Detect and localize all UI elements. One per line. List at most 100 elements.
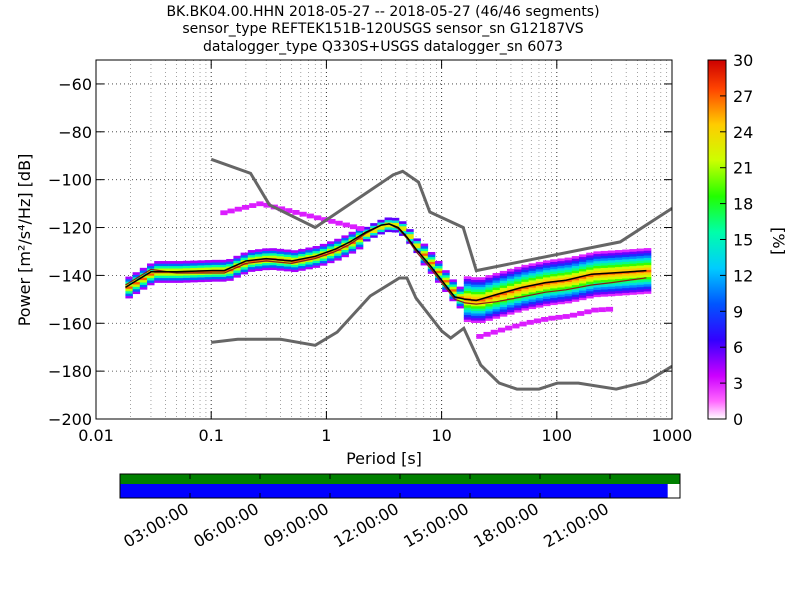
psd-cell	[463, 290, 472, 294]
psd-cell	[485, 311, 493, 314]
psd-cell	[204, 264, 213, 268]
psd-cell	[125, 278, 133, 282]
psd-cell	[478, 315, 486, 319]
psd-cell	[485, 287, 493, 290]
psd-cell	[499, 280, 508, 284]
psd-cell	[607, 279, 616, 282]
psd-cell	[557, 270, 565, 274]
psd-cell	[478, 305, 486, 309]
psd-cell	[499, 282, 508, 286]
psd-cell	[550, 292, 558, 296]
psd-cell	[327, 260, 335, 264]
psd-cell	[564, 291, 573, 294]
psd-cell	[312, 248, 321, 252]
timeline-tick-label: 03:00:00	[120, 499, 192, 551]
psd-cell	[564, 279, 573, 282]
psd-cell	[579, 287, 587, 291]
psd-cell	[593, 268, 601, 271]
psd-cell	[557, 287, 565, 290]
psd-cell	[276, 265, 285, 269]
psd-cell	[247, 264, 256, 268]
colorbar-tick-label: 15	[733, 231, 753, 250]
psd-outlier-cell	[357, 226, 365, 231]
psd-cell	[269, 267, 277, 271]
psd-cell	[622, 273, 630, 277]
psd-cell	[643, 286, 652, 290]
psd-cell	[471, 277, 479, 280]
psd-cell	[615, 257, 623, 260]
psd-cell	[384, 217, 393, 221]
psd-cell	[499, 273, 508, 276]
psd-cell	[507, 278, 515, 282]
psd-cell	[175, 273, 184, 276]
psd-cell	[629, 249, 637, 252]
psd-cell	[168, 265, 177, 269]
psd-cell	[535, 285, 544, 289]
psd-cell	[471, 310, 479, 314]
psd-cell	[478, 310, 486, 314]
psd-cell	[636, 274, 645, 278]
psd-cell	[593, 270, 601, 274]
psd-cell	[607, 262, 616, 266]
psd-cell	[586, 279, 594, 282]
psd-cell	[262, 250, 270, 254]
psd-cell	[579, 283, 587, 286]
psd-cell	[154, 273, 162, 276]
psd-cell	[420, 255, 429, 259]
psd-cell	[593, 289, 601, 293]
psd-cell	[226, 263, 234, 267]
psd-cell	[600, 253, 609, 257]
psd-cell	[291, 252, 299, 256]
psd-cell	[168, 277, 177, 281]
psd-cell	[125, 295, 133, 299]
psd-cell	[211, 278, 220, 282]
psd-cell	[262, 248, 270, 252]
psd-cell	[600, 274, 609, 278]
psd-cell	[204, 267, 213, 270]
psd-cell	[384, 229, 393, 233]
psd-cell	[528, 275, 537, 278]
psd-cell	[255, 263, 263, 267]
psd-cell	[161, 280, 169, 283]
psd-cell	[629, 280, 637, 283]
psd-cell	[543, 279, 551, 283]
psd-heatmap	[125, 201, 652, 339]
colorbar-label: [%]	[769, 227, 788, 255]
psd-cell	[471, 315, 479, 319]
psd-cell	[535, 288, 544, 291]
psd-cell	[219, 262, 227, 265]
psd-cell	[233, 274, 241, 278]
psd-cell	[521, 291, 529, 294]
psd-cell	[543, 286, 551, 290]
psd-cell	[463, 278, 472, 282]
psd-cell	[571, 291, 580, 295]
psd-outlier-cell	[241, 204, 250, 210]
psd-cell	[219, 259, 227, 263]
psd-cell	[514, 278, 522, 282]
psd-cell	[283, 268, 292, 272]
psd-cell	[535, 269, 544, 272]
x-tick-label: 0.01	[78, 426, 114, 445]
psd-cell	[514, 281, 522, 284]
x-tick-label: 1	[321, 426, 331, 445]
psd-cell	[586, 267, 594, 270]
psd-cell	[435, 263, 443, 267]
psd-cell	[586, 288, 594, 292]
psd-cell	[571, 272, 580, 276]
psd-cell	[463, 309, 472, 313]
psd-outlier-cell	[256, 201, 264, 207]
psd-cell	[600, 255, 609, 259]
psd-outlier-cell	[335, 220, 343, 226]
psd-cell	[312, 255, 321, 259]
psd-cell	[341, 247, 349, 251]
psd-cell	[615, 290, 623, 294]
psd-cell	[622, 256, 630, 260]
psd-outlier-cell	[505, 325, 513, 331]
psd-cell	[636, 248, 645, 252]
psd-cell	[478, 301, 486, 304]
psd-cell	[629, 251, 637, 255]
psd-cell	[535, 283, 544, 287]
psd-cell	[535, 276, 544, 279]
psd-cell	[471, 320, 479, 324]
title-line-3: datalogger_type Q330S+USGS datalogger_sn…	[203, 39, 563, 55]
